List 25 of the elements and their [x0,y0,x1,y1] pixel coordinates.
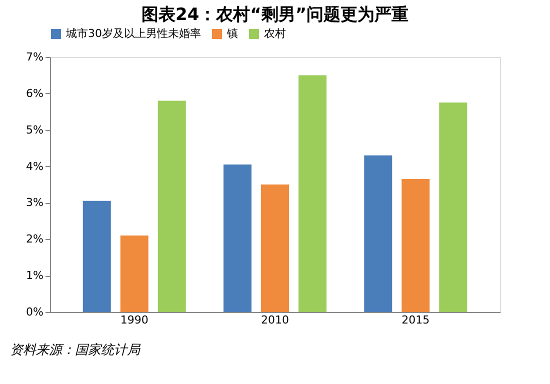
y-tick-label: 0% [26,306,44,318]
bar [261,184,289,312]
y-tick-label: 2% [26,232,44,246]
legend-label: 农村 [264,27,286,40]
bar [158,100,186,312]
x-tick-label: 2015 [402,314,430,326]
y-tick-label: 6% [26,86,44,100]
bar [439,102,468,312]
bar [224,164,252,312]
y-tick-label: 5% [26,123,44,136]
y-tick-label: 1% [26,269,44,282]
chart-title: 图表24：农村“剩男”问题更为严重 [141,5,409,25]
text: 资料来源：国家统计局 [10,342,141,358]
y-tick-label: 4% [26,160,44,173]
bar [120,236,148,312]
bar [298,75,326,312]
bar [402,179,430,312]
bar [82,200,111,312]
legend-label: 城市30岁及以上男性未婚率 [65,27,201,40]
y-tick-label: 7% [26,50,44,64]
legend-label: 镇 [226,27,238,40]
y-tick-label: 3% [26,196,44,210]
bar [364,155,392,312]
x-tick-label: 1990 [120,314,148,326]
x-tick-label: 2010 [261,314,289,326]
